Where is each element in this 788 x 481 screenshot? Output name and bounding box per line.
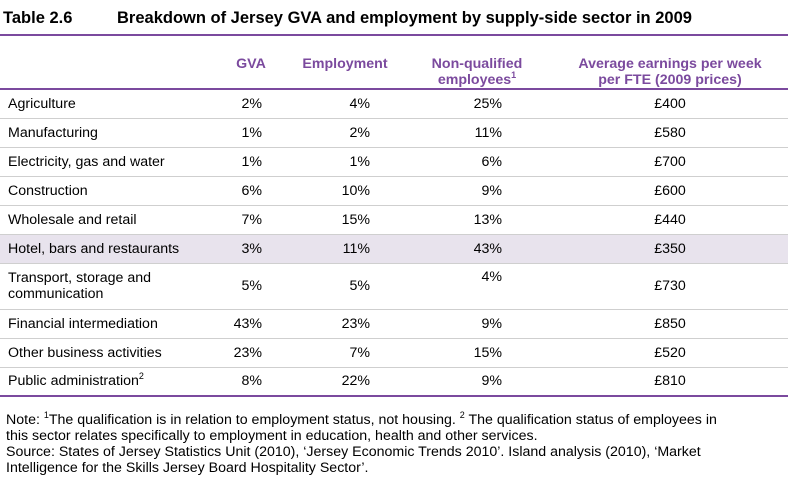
- table-row: Manufacturing 1% 2% 11% £580: [0, 118, 788, 148]
- employment-cell: 2%: [288, 118, 402, 148]
- employment-cell: 5%: [288, 263, 402, 310]
- gva-cell: 2%: [214, 89, 288, 119]
- header-earnings: Average earnings per week per FTE (2009 …: [552, 44, 788, 90]
- header-earnings-line1: Average earnings per week: [578, 56, 762, 72]
- sector-cell: Other business activities: [0, 338, 214, 368]
- gva-employment-table: GVA Employment Non-qualified employees1 …: [0, 44, 788, 397]
- nonqualified-cell: 25%: [402, 89, 552, 119]
- nonqualified-cell: 6%: [402, 147, 552, 177]
- earnings-cell: £810: [552, 367, 788, 397]
- header-row: GVA Employment Non-qualified employees1 …: [0, 44, 788, 90]
- note-line-1: Note: 1The qualification is in relation …: [6, 410, 786, 429]
- header-earnings-line2: per FTE (2009 prices): [598, 72, 742, 88]
- sector-cell: Electricity, gas and water: [0, 147, 214, 177]
- gva-cell: 3%: [214, 234, 288, 264]
- table-row: Electricity, gas and water 1% 1% 6% £700: [0, 147, 788, 177]
- nonqualified-cell: 9%: [402, 176, 552, 206]
- employment-cell: 7%: [288, 338, 402, 368]
- nonqualified-cell: 9%: [402, 309, 552, 339]
- note-sup-2: 2: [459, 410, 465, 420]
- sector-line2: communication: [8, 286, 104, 302]
- table-row: Public administration2 8% 22% 9% £810: [0, 367, 788, 397]
- gva-cell: 5%: [214, 263, 288, 310]
- earnings-cell: £440: [552, 205, 788, 235]
- sector-cell: Manufacturing: [0, 118, 214, 148]
- table-number: Table 2.6: [3, 9, 73, 27]
- table-row: Wholesale and retail 7% 15% 13% £440: [0, 205, 788, 235]
- earnings-cell: £520: [552, 338, 788, 368]
- footnote-marker-1: 1: [511, 70, 517, 80]
- table-row: Financial intermediation 43% 23% 9% £850: [0, 309, 788, 339]
- source-line-2: Intelligence for the Skills Jersey Board…: [6, 460, 369, 476]
- sector-cell: Wholesale and retail: [0, 205, 214, 235]
- note-prefix: Note:: [6, 412, 44, 428]
- employment-cell: 23%: [288, 309, 402, 339]
- gva-cell: 23%: [214, 338, 288, 368]
- earnings-cell: £400: [552, 89, 788, 119]
- gva-cell: 8%: [214, 367, 288, 397]
- gva-cell: 6%: [214, 176, 288, 206]
- footnote-marker-2: 2: [138, 371, 144, 382]
- nonqualified-cell: 11%: [402, 118, 552, 148]
- gva-cell: 43%: [214, 309, 288, 339]
- earnings-cell: £600: [552, 176, 788, 206]
- earnings-cell: £700: [552, 147, 788, 177]
- note-text-1: The qualification is in relation to empl…: [48, 412, 460, 428]
- earnings-cell: £730: [552, 263, 788, 310]
- earnings-cell: £350: [552, 234, 788, 264]
- employment-cell: 11%: [288, 234, 402, 264]
- table-row-highlighted: Hotel, bars and restaurants 3% 11% 43% £…: [0, 234, 788, 264]
- header-sector: [0, 44, 214, 90]
- employment-cell: 1%: [288, 147, 402, 177]
- employment-cell: 4%: [288, 89, 402, 119]
- sector-cell: Agriculture: [0, 89, 214, 119]
- nonqualified-cell: 13%: [402, 205, 552, 235]
- header-nonqualified-line1: Non-qualified: [431, 56, 523, 72]
- header-employment: Employment: [288, 44, 402, 90]
- sector-text: Public administration: [8, 373, 139, 390]
- table-caption: Breakdown of Jersey GVA and employment b…: [117, 9, 692, 27]
- note-sup-1: 1: [43, 410, 49, 420]
- table-row: Construction 6% 10% 9% £600: [0, 176, 788, 206]
- employment-cell: 15%: [288, 205, 402, 235]
- sector-cell: Public administration2: [0, 367, 214, 397]
- table-row: Other business activities 23% 7% 15% £52…: [0, 338, 788, 368]
- nonqualified-cell: 43%: [402, 234, 552, 264]
- employment-cell: 10%: [288, 176, 402, 206]
- sector-cell: Transport, storage and communication: [0, 263, 214, 310]
- earnings-cell: £580: [552, 118, 788, 148]
- sector-cell: Financial intermediation: [0, 309, 214, 339]
- table-notes: Note: 1The qualification is in relation …: [6, 410, 786, 477]
- source-line-1: Source: States of Jersey Statistics Unit…: [6, 444, 701, 460]
- employment-cell: 22%: [288, 367, 402, 397]
- note-text-2: The qualification status of employees in: [464, 412, 717, 428]
- nonqualified-cell: 4%: [402, 263, 552, 310]
- table-title: Table 2.6 Breakdown of Jersey GVA and em…: [0, 6, 788, 30]
- header-nonqualified: Non-qualified employees1: [402, 44, 552, 90]
- note-line-2: this sector relates specifically to empl…: [6, 428, 538, 444]
- table-row: Transport, storage and communication 5% …: [0, 263, 788, 310]
- sector-cell: Hotel, bars and restaurants: [0, 234, 214, 264]
- nonqualified-cell: 15%: [402, 338, 552, 368]
- gva-cell: 1%: [214, 147, 288, 177]
- sector-cell: Construction: [0, 176, 214, 206]
- earnings-cell: £850: [552, 309, 788, 339]
- gva-cell: 7%: [214, 205, 288, 235]
- title-rule: [0, 34, 788, 36]
- table-row: Agriculture 2% 4% 25% £400: [0, 89, 788, 119]
- nonqualified-cell: 9%: [402, 367, 552, 397]
- header-gva: GVA: [214, 44, 288, 90]
- header-nonqualified-line2: employees: [437, 72, 512, 88]
- sector-line1: Transport, storage and: [8, 270, 152, 286]
- gva-cell: 1%: [214, 118, 288, 148]
